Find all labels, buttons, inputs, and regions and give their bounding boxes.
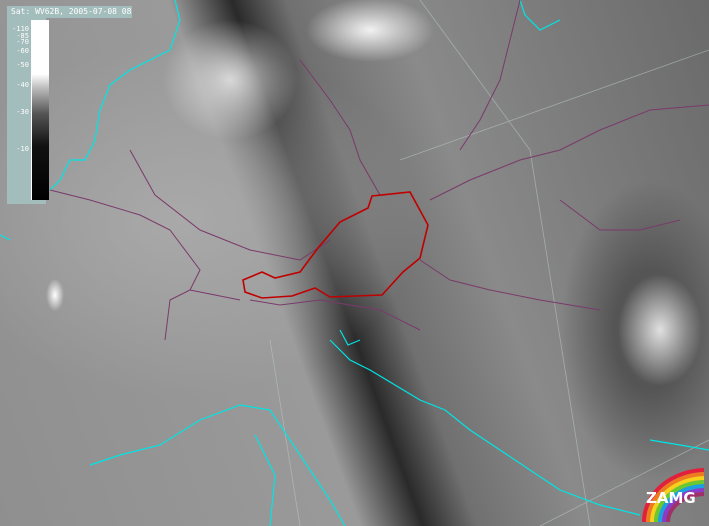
logo-text: ZAMG	[646, 489, 696, 507]
country-borders	[49, 0, 709, 341]
graticule	[269, 0, 709, 526]
legend-tick: -40	[16, 81, 29, 89]
legend-tick: -10	[16, 145, 29, 153]
legend-tick: -70	[16, 38, 29, 46]
color-scale-legend: -110 -85 -70 -60 -50 -40 -30 -10	[7, 18, 49, 204]
legend-tick: -30	[16, 108, 29, 116]
austria-border	[242, 191, 429, 299]
legend-tick: -60	[16, 47, 29, 55]
legend-tick: -110	[12, 25, 29, 33]
legend-tick: -50	[16, 61, 29, 69]
zamg-logo: ZAMG	[642, 468, 705, 522]
legend-tick: -85	[16, 32, 29, 40]
image-caption: Sat: WV62B, 2005-07-08 08:00	[7, 6, 132, 18]
grayscale-bar	[31, 20, 49, 200]
